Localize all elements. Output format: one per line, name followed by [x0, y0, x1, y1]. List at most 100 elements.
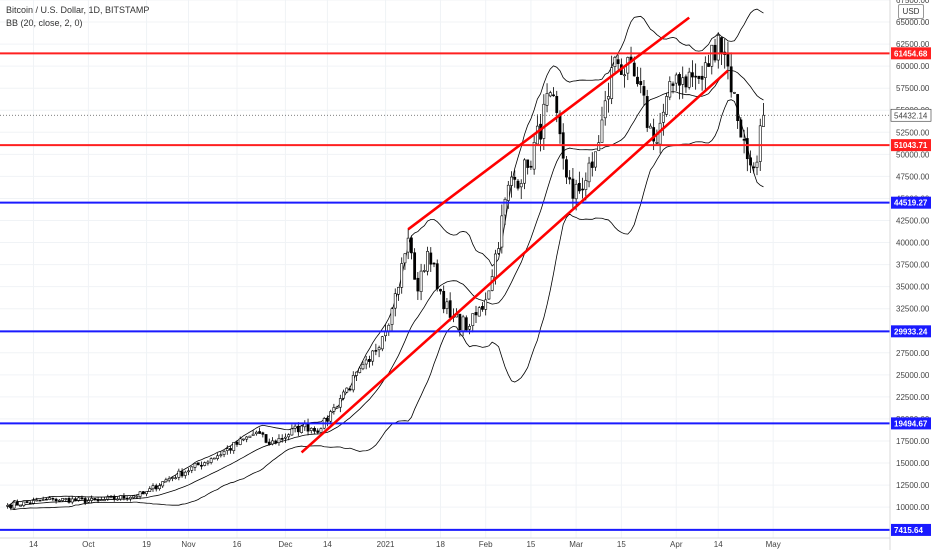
candle[interactable]	[112, 494, 116, 502]
candle[interactable]	[9, 503, 13, 511]
candle[interactable]	[623, 68, 626, 88]
candle[interactable]	[206, 460, 210, 466]
candle[interactable]	[568, 170, 572, 185]
candle[interactable]	[655, 129, 659, 145]
candle[interactable]	[348, 386, 352, 392]
candle[interactable]	[193, 462, 197, 471]
candle[interactable]	[442, 285, 446, 314]
candle[interactable]	[232, 442, 236, 454]
candle[interactable]	[458, 313, 462, 337]
candle[interactable]	[77, 496, 81, 502]
candle[interactable]	[577, 171, 581, 194]
candle[interactable]	[251, 429, 255, 436]
candle[interactable]	[119, 494, 123, 501]
candle[interactable]	[25, 500, 29, 503]
candle[interactable]	[32, 497, 35, 505]
candle[interactable]	[132, 495, 136, 499]
candle[interactable]	[526, 159, 530, 175]
candle[interactable]	[429, 247, 433, 272]
candle[interactable]	[597, 135, 601, 152]
candle[interactable]	[248, 435, 252, 438]
candle[interactable]	[752, 162, 756, 174]
candle[interactable]	[500, 204, 504, 254]
candle[interactable]	[106, 494, 110, 501]
candle[interactable]	[335, 405, 339, 409]
candle[interactable]	[329, 409, 333, 425]
channel-line-upper[interactable]	[407, 16, 690, 231]
candle[interactable]	[371, 350, 375, 366]
candle[interactable]	[280, 434, 284, 443]
candle[interactable]	[174, 475, 178, 480]
candle[interactable]	[96, 497, 100, 504]
candle[interactable]	[762, 102, 765, 127]
candle[interactable]	[170, 476, 174, 482]
candle[interactable]	[519, 179, 523, 200]
candle[interactable]	[481, 302, 484, 312]
candle[interactable]	[342, 389, 345, 401]
candle[interactable]	[710, 44, 714, 75]
candle[interactable]	[203, 461, 207, 467]
candle[interactable]	[565, 156, 568, 184]
candle[interactable]	[745, 127, 749, 172]
candle[interactable]	[613, 55, 617, 74]
candle[interactable]	[22, 501, 26, 508]
candle[interactable]	[93, 498, 97, 501]
candle[interactable]	[48, 496, 52, 501]
candle[interactable]	[390, 307, 394, 332]
candle[interactable]	[61, 498, 64, 502]
candle[interactable]	[326, 415, 329, 427]
candle[interactable]	[716, 32, 720, 69]
candle[interactable]	[691, 60, 694, 88]
candle[interactable]	[471, 313, 475, 333]
candle[interactable]	[732, 91, 736, 94]
candle[interactable]	[351, 371, 355, 393]
candle[interactable]	[57, 498, 61, 503]
currency-badge[interactable]: USD	[898, 4, 924, 19]
candle[interactable]	[45, 497, 48, 501]
candle[interactable]	[209, 457, 213, 465]
candle[interactable]	[642, 79, 646, 106]
candle[interactable]	[707, 54, 710, 67]
candle[interactable]	[439, 288, 442, 295]
candle[interactable]	[668, 76, 672, 101]
candle[interactable]	[639, 67, 643, 94]
candle[interactable]	[477, 306, 481, 317]
candle[interactable]	[432, 262, 436, 268]
candle[interactable]	[506, 180, 510, 209]
candle[interactable]	[222, 449, 226, 458]
candle[interactable]	[177, 468, 181, 481]
candle[interactable]	[513, 170, 517, 188]
candle[interactable]	[665, 92, 668, 117]
candle[interactable]	[274, 439, 278, 445]
candle[interactable]	[313, 426, 316, 434]
candle[interactable]	[532, 133, 536, 175]
candle[interactable]	[284, 433, 287, 443]
candle[interactable]	[267, 438, 271, 446]
candle[interactable]	[67, 496, 71, 504]
candle[interactable]	[535, 114, 539, 145]
candle[interactable]	[380, 335, 384, 352]
candle[interactable]	[552, 87, 555, 97]
candle[interactable]	[338, 394, 342, 413]
candle[interactable]	[151, 483, 155, 492]
candle[interactable]	[187, 468, 190, 476]
candle[interactable]	[545, 83, 549, 113]
candle[interactable]	[468, 323, 471, 335]
candle[interactable]	[74, 497, 77, 502]
candle[interactable]	[607, 82, 610, 113]
candle[interactable]	[51, 497, 55, 502]
candle[interactable]	[190, 466, 194, 474]
candle[interactable]	[548, 90, 552, 98]
candle[interactable]	[196, 462, 200, 466]
candle[interactable]	[242, 438, 245, 442]
candle[interactable]	[277, 434, 281, 446]
candle[interactable]	[464, 315, 468, 332]
candle[interactable]	[254, 430, 258, 436]
candle[interactable]	[64, 497, 68, 502]
candle[interactable]	[41, 496, 45, 501]
channel-line-lower[interactable]	[300, 69, 729, 454]
candle[interactable]	[397, 287, 400, 301]
candle[interactable]	[739, 117, 743, 138]
candle[interactable]	[225, 445, 229, 455]
